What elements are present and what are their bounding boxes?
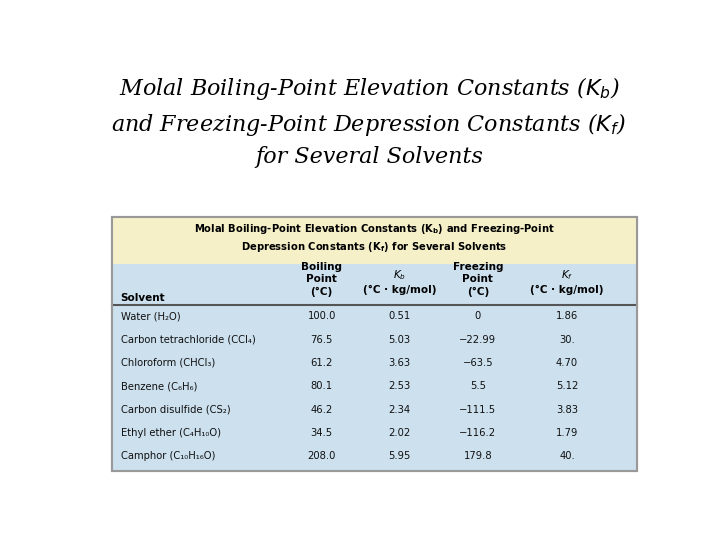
Text: Carbon tetrachloride (CCl₄): Carbon tetrachloride (CCl₄) (121, 335, 256, 345)
Text: −116.2: −116.2 (459, 428, 496, 438)
Text: Molal Boiling-Point Elevation Constants ($\mathbf{K_b}$) and Freezing-Point
Depr: Molal Boiling-Point Elevation Constants … (194, 222, 555, 254)
Text: 1.86: 1.86 (556, 311, 578, 321)
Text: 3.83: 3.83 (556, 404, 578, 415)
Text: 2.34: 2.34 (389, 404, 410, 415)
Text: 40.: 40. (559, 451, 575, 462)
Text: 1.79: 1.79 (556, 428, 578, 438)
Bar (112, 217, 636, 471)
Text: 4.70: 4.70 (556, 358, 578, 368)
Text: 34.5: 34.5 (310, 428, 333, 438)
Text: 5.5: 5.5 (470, 381, 486, 391)
Text: 76.5: 76.5 (310, 335, 333, 345)
Text: Camphor (C₁₀H₁₆O): Camphor (C₁₀H₁₆O) (121, 451, 215, 462)
Text: 30.: 30. (559, 335, 575, 345)
Text: 208.0: 208.0 (307, 451, 336, 462)
Text: 5.12: 5.12 (556, 381, 578, 391)
Text: −63.5: −63.5 (462, 358, 493, 368)
Text: 3.63: 3.63 (389, 358, 410, 368)
Text: Freezing
Point
(°C): Freezing Point (°C) (453, 262, 503, 296)
Bar (112, 264, 636, 471)
Text: Benzene (C₆H₆): Benzene (C₆H₆) (121, 381, 197, 391)
Text: Solvent: Solvent (121, 293, 166, 303)
Text: 2.53: 2.53 (389, 381, 411, 391)
Text: $K_f$
(°C · kg/mol): $K_f$ (°C · kg/mol) (531, 268, 604, 295)
Text: Boiling
Point
(°C): Boiling Point (°C) (301, 262, 342, 296)
Text: 5.95: 5.95 (389, 451, 411, 462)
Text: 2.02: 2.02 (389, 428, 411, 438)
Text: 0: 0 (474, 311, 481, 321)
Text: Molal Boiling-Point Elevation Constants ($K_b$)
and Freezing-Point Depression Co: Molal Boiling-Point Elevation Constants … (112, 75, 626, 168)
Text: 80.1: 80.1 (310, 381, 333, 391)
Text: 179.8: 179.8 (464, 451, 492, 462)
Text: 46.2: 46.2 (310, 404, 333, 415)
Text: 0.51: 0.51 (389, 311, 411, 321)
Text: Water (H₂O): Water (H₂O) (121, 311, 180, 321)
Text: Ethyl ether (C₄H₁₀O): Ethyl ether (C₄H₁₀O) (121, 428, 221, 438)
Text: 100.0: 100.0 (307, 311, 336, 321)
Text: 61.2: 61.2 (310, 358, 333, 368)
Text: Carbon disulfide (CS₂): Carbon disulfide (CS₂) (121, 404, 230, 415)
Text: $K_b$
(°C · kg/mol): $K_b$ (°C · kg/mol) (363, 268, 436, 295)
Text: 5.03: 5.03 (389, 335, 410, 345)
Text: −22.99: −22.99 (459, 335, 496, 345)
Bar (112, 217, 636, 471)
Text: −111.5: −111.5 (459, 404, 496, 415)
Text: Chloroform (CHCl₃): Chloroform (CHCl₃) (121, 358, 215, 368)
Bar (112, 217, 636, 264)
